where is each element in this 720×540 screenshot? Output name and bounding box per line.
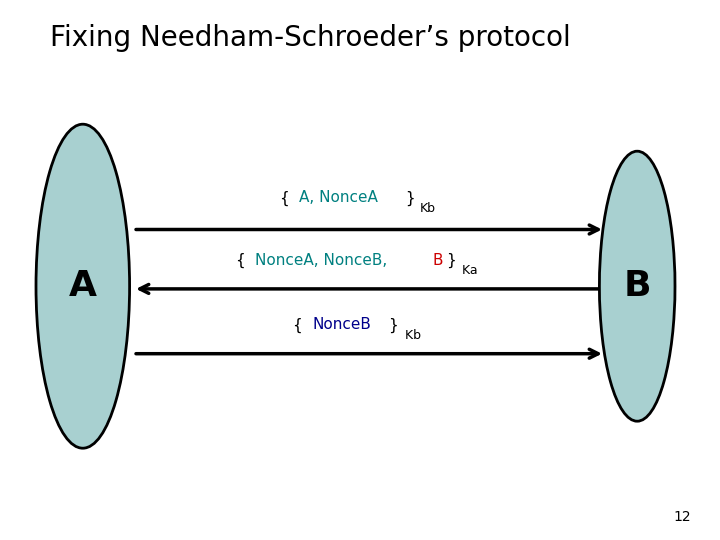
Text: NonceA, NonceB,: NonceA, NonceB,: [256, 253, 392, 268]
Text: Kb: Kb: [401, 329, 420, 342]
Text: {: {: [280, 191, 294, 206]
Text: A: A: [69, 269, 96, 303]
Ellipse shape: [600, 151, 675, 421]
Text: B: B: [624, 269, 651, 303]
Text: 12: 12: [674, 510, 691, 524]
Ellipse shape: [36, 124, 130, 448]
Text: NonceB: NonceB: [312, 318, 371, 333]
Text: }: }: [388, 318, 398, 333]
Text: {: {: [236, 253, 251, 268]
Text: }: }: [446, 253, 456, 268]
Text: Kb: Kb: [420, 202, 436, 215]
Text: Fixing Needham-Schroeder’s protocol: Fixing Needham-Schroeder’s protocol: [50, 24, 571, 52]
Text: }: }: [400, 191, 415, 206]
Text: B: B: [432, 253, 443, 268]
Text: A, NonceA: A, NonceA: [299, 191, 378, 206]
Text: Ka: Ka: [459, 264, 478, 278]
Text: {: {: [293, 318, 308, 333]
